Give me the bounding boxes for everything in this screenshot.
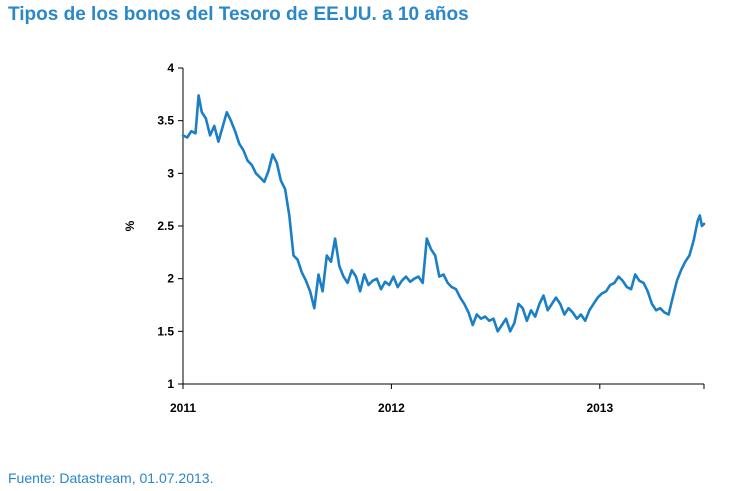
y-tick-label: 4 [167, 61, 174, 75]
y-tick-label: 1.5 [157, 324, 174, 338]
series-line [181, 94, 706, 333]
y-axis: 1 1.5 2 2.5 3 3.5 4% [123, 61, 184, 391]
x-tick-label: 2012 [378, 401, 405, 415]
x-tick-label: 2013 [586, 401, 613, 415]
y-axis-label: % [123, 220, 137, 231]
y-tick-label: 2 [167, 272, 174, 286]
y-tick-label: 3 [167, 166, 174, 180]
y-tick-label: 1 [167, 377, 174, 391]
chart-title: Tipos de los bonos del Tesoro de EE.UU. … [8, 4, 469, 25]
x-tick-label: 2011 [170, 401, 196, 415]
source-note: Fuente: Datastream, 01.07.2013. [8, 470, 214, 486]
series-group [181, 94, 706, 333]
x-axis: 2011 2012 2013 [170, 383, 705, 415]
y-tick-label: 2.5 [157, 219, 174, 233]
y-tick-label: 3.5 [157, 114, 174, 128]
